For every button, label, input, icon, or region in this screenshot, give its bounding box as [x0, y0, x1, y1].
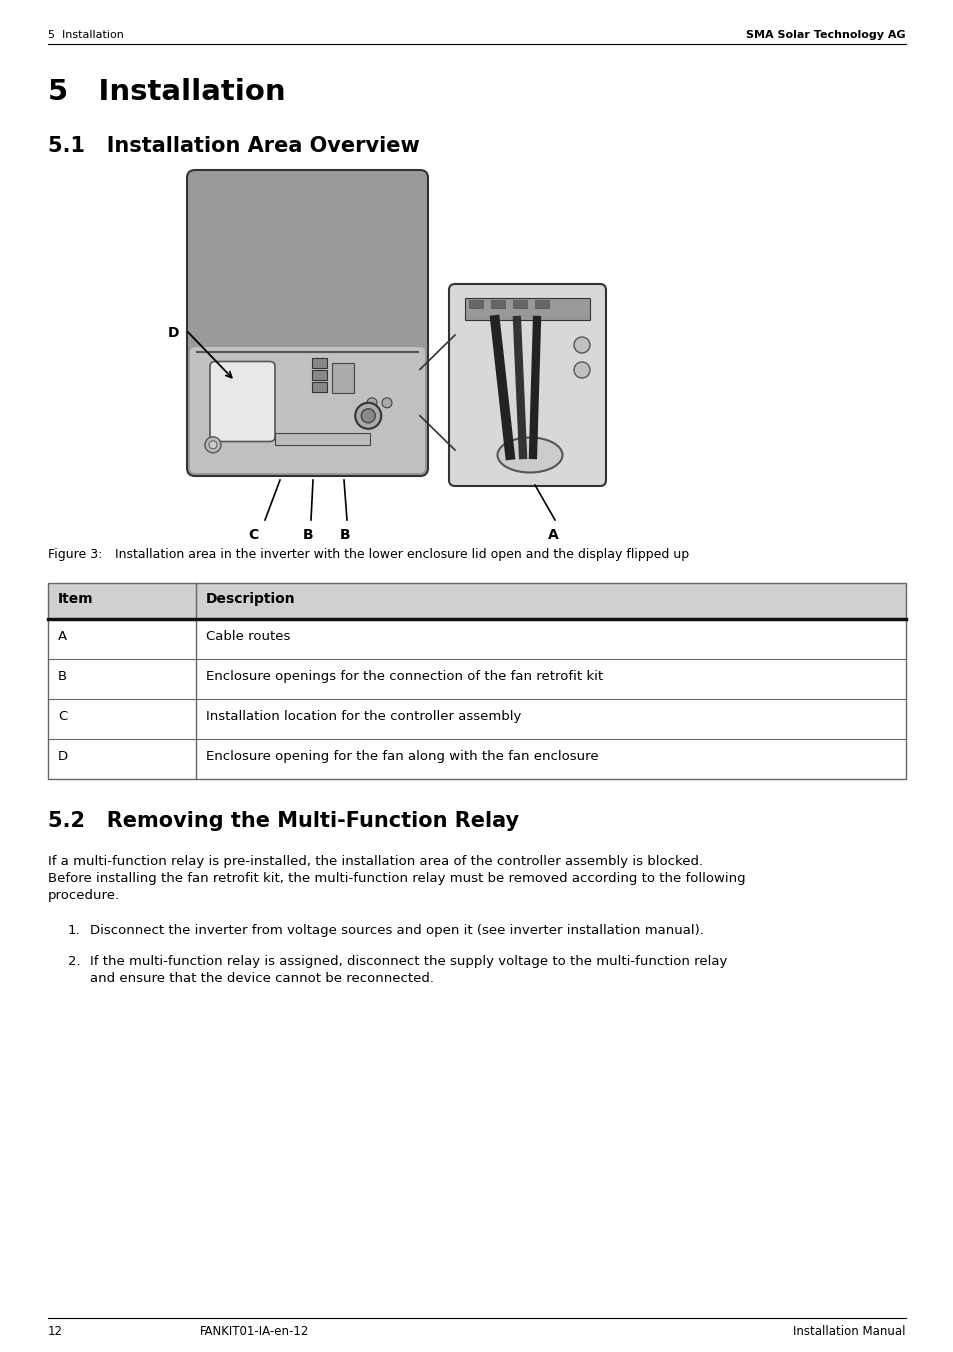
Text: 1.: 1.: [68, 923, 81, 937]
Text: C: C: [58, 710, 67, 723]
Text: procedure.: procedure.: [48, 890, 120, 902]
Text: Disconnect the inverter from voltage sources and open it (see inverter installat: Disconnect the inverter from voltage sou…: [90, 923, 703, 937]
Text: If the multi-function relay is assigned, disconnect the supply voltage to the mu: If the multi-function relay is assigned,…: [90, 955, 726, 968]
Text: D: D: [58, 750, 68, 763]
Text: Installation location for the controller assembly: Installation location for the controller…: [206, 710, 521, 723]
Text: 5   Installation: 5 Installation: [48, 78, 285, 105]
Text: 5.2   Removing the Multi-Function Relay: 5.2 Removing the Multi-Function Relay: [48, 811, 518, 831]
Circle shape: [381, 397, 392, 408]
FancyBboxPatch shape: [210, 361, 274, 442]
Text: B: B: [58, 671, 67, 683]
Text: and ensure that the device cannot be reconnected.: and ensure that the device cannot be rec…: [90, 972, 434, 986]
Text: A: A: [58, 630, 67, 644]
Text: 2.: 2.: [68, 955, 81, 968]
Circle shape: [205, 437, 221, 453]
Bar: [312, 381, 327, 392]
Ellipse shape: [497, 438, 562, 472]
Circle shape: [355, 403, 381, 429]
Bar: [513, 300, 526, 308]
Bar: [535, 300, 548, 308]
Bar: [469, 300, 482, 308]
Text: D: D: [168, 326, 179, 339]
Bar: [332, 362, 354, 393]
Text: C: C: [248, 529, 258, 542]
Text: Installation Manual: Installation Manual: [793, 1325, 905, 1338]
Text: 12: 12: [48, 1325, 63, 1338]
Text: Enclosure openings for the connection of the fan retrofit kit: Enclosure openings for the connection of…: [206, 671, 602, 683]
Bar: [312, 370, 327, 380]
Text: SMA Solar Technology AG: SMA Solar Technology AG: [745, 30, 905, 41]
Bar: [491, 300, 504, 308]
Text: B: B: [339, 529, 350, 542]
Circle shape: [574, 337, 589, 353]
Text: Figure 3:: Figure 3:: [48, 548, 102, 561]
Circle shape: [361, 408, 375, 423]
Text: Cable routes: Cable routes: [206, 630, 290, 644]
Text: FANKIT01-IA-en-12: FANKIT01-IA-en-12: [200, 1325, 309, 1338]
Text: 5  Installation: 5 Installation: [48, 30, 124, 41]
Text: B: B: [302, 529, 313, 542]
Text: A: A: [547, 529, 558, 542]
Text: Before installing the fan retrofit kit, the multi-function relay must be removed: Before installing the fan retrofit kit, …: [48, 872, 745, 886]
FancyBboxPatch shape: [187, 170, 428, 476]
Circle shape: [574, 362, 589, 379]
Bar: [274, 433, 370, 445]
Text: Description: Description: [206, 592, 295, 606]
Bar: [464, 297, 589, 320]
FancyBboxPatch shape: [190, 347, 424, 473]
Circle shape: [367, 397, 376, 408]
Bar: [312, 358, 327, 368]
Bar: [48, 583, 905, 779]
FancyBboxPatch shape: [449, 284, 605, 485]
Text: If a multi-function relay is pre-installed, the installation area of the control: If a multi-function relay is pre-install…: [48, 854, 702, 868]
Text: Item: Item: [58, 592, 93, 606]
Text: 5.1   Installation Area Overview: 5.1 Installation Area Overview: [48, 137, 419, 155]
Bar: [48, 583, 905, 619]
Text: Enclosure opening for the fan along with the fan enclosure: Enclosure opening for the fan along with…: [206, 750, 598, 763]
Text: Installation area in the inverter with the lower enclosure lid open and the disp: Installation area in the inverter with t…: [103, 548, 688, 561]
Circle shape: [209, 441, 216, 449]
